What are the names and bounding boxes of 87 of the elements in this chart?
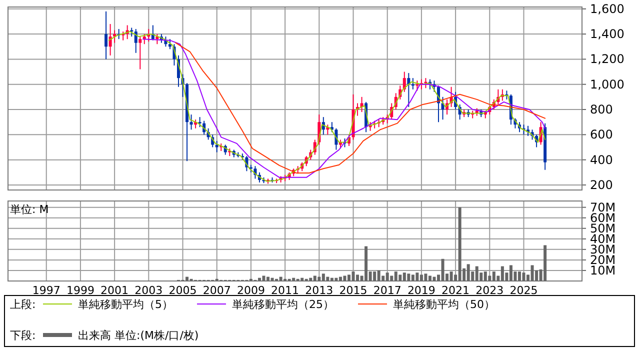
legend-label: 単純移動平均（25） [232,298,334,311]
x-tick-label: 2007 [202,284,231,297]
bar [386,272,389,281]
bar [424,274,428,281]
y-tick-label: 400 [590,152,613,167]
bar [313,276,316,281]
candlestick [402,71,406,92]
candlestick [190,114,193,130]
bar [330,278,334,281]
candlestick [198,116,202,128]
candlestick [113,30,116,44]
bar [326,276,330,281]
bar [318,276,321,281]
y-tick-label: 600 [590,128,613,142]
bar [522,272,526,281]
bar [475,266,478,281]
x-tick-label: 2005 [168,284,197,297]
bar [390,276,394,281]
bar [373,272,376,281]
bar [411,274,414,281]
y-tick-label: 1,400 [590,27,624,42]
bar [416,272,419,281]
x-tick-label: 2025 [510,284,538,297]
bar [441,258,444,281]
x-tick-label: 2015 [339,284,368,297]
bar [309,278,312,281]
bar [450,272,453,281]
bar [428,276,432,281]
x-tick-label: 1997 [32,284,60,297]
bar [300,278,304,281]
candlestick [407,72,410,108]
x-tick-label: 2023 [476,284,504,297]
bar [488,276,492,281]
y-tick-label: 800 [590,102,613,117]
bar [364,246,368,281]
legend-label: 出来高 単位:(M株/口/枚) [78,329,199,342]
bar [352,272,355,281]
bar [186,276,189,281]
x-tick-label: 2011 [271,284,300,297]
bar [518,272,521,281]
bar [262,276,266,281]
legend-label: 単純移動平均（50） [393,298,495,311]
bar [377,270,380,281]
y-tick-label: 1,600 [590,2,624,16]
y-tick-label: 1,200 [590,52,624,66]
bar [398,274,402,281]
candlestick [134,28,138,54]
y-tick-label: 200 [590,178,613,192]
legend-label: 単純移動平均（5） [78,298,173,311]
x-tick-label: 2019 [407,284,436,297]
bar [338,276,342,281]
legend-title: 上段: [10,298,36,311]
bar [258,278,261,281]
candlestick [168,38,172,50]
y-tick-label: 1,000 [590,77,624,92]
x-tick-label: 2009 [236,284,265,297]
bar [458,207,462,281]
bar [530,265,534,281]
annotation: 単位: M [10,203,49,216]
bar [334,278,338,281]
bar [484,272,487,281]
bar [356,274,360,281]
x-tick-label: 2021 [442,284,470,297]
x-tick-label: 1999 [66,284,94,297]
bar [394,272,398,281]
bar [492,272,496,281]
bar [343,276,346,281]
bar [420,274,423,281]
candlestick [104,10,108,60]
x-tick-label: 2003 [134,284,163,297]
bar [292,278,296,281]
bar [466,264,470,281]
candlestick [138,36,142,70]
bar [544,245,547,281]
x-tick-label: 2001 [100,284,129,297]
x-tick-label: 2017 [373,284,402,297]
bar [402,272,406,281]
bar [279,276,282,281]
bar [432,276,436,281]
bar [322,274,325,281]
bar [270,278,274,281]
candlestick [156,34,159,45]
legend-title: 下段: [10,329,36,342]
x-tick-label: 2013 [305,284,334,297]
bar [407,274,410,281]
bar [500,266,504,281]
bar [509,265,512,281]
